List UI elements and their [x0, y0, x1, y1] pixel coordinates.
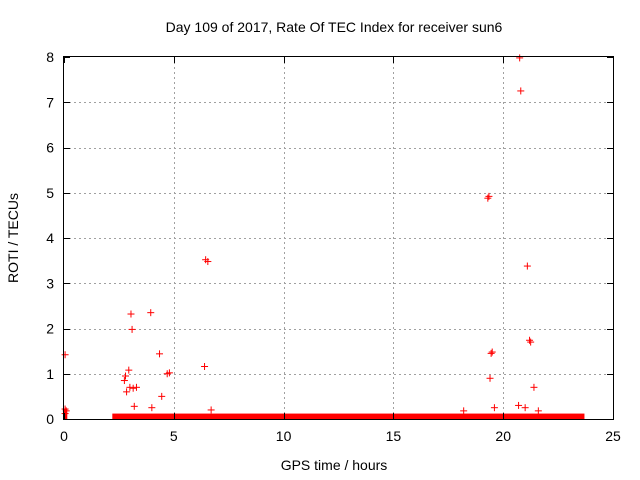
data-point — [526, 336, 534, 344]
data-point — [127, 310, 135, 318]
dense-baseline-band — [112, 413, 585, 419]
data-point — [156, 350, 164, 358]
axis-ticks — [64, 57, 614, 420]
data-point — [126, 383, 134, 391]
x-tick-label: 20 — [495, 428, 511, 444]
data-point — [204, 258, 212, 266]
data-point — [527, 338, 535, 346]
data-point — [120, 377, 128, 385]
dense-baseline-layer — [64, 409, 585, 419]
data-point — [132, 383, 140, 391]
data-point — [530, 383, 538, 391]
data-point — [460, 407, 468, 415]
x-tick-label: 10 — [276, 428, 292, 444]
data-point — [517, 87, 525, 95]
y-tick-label: 3 — [46, 275, 54, 291]
data-point — [207, 406, 215, 414]
data-point — [165, 369, 173, 377]
y-axis-title: ROTI / TECUs — [5, 193, 21, 283]
plot-frame — [63, 56, 614, 420]
data-point — [490, 404, 498, 412]
y-tick-label: 1 — [46, 366, 54, 382]
data-point — [201, 363, 209, 371]
x-tick-label: 25 — [605, 428, 621, 444]
y-tick-label: 0 — [46, 411, 54, 427]
x-tick-label: 15 — [386, 428, 402, 444]
x-axis-title: GPS time / hours — [281, 457, 388, 473]
data-point — [486, 374, 494, 382]
data-point — [485, 192, 493, 200]
data-point — [148, 404, 156, 412]
data-point — [125, 366, 133, 374]
data-point — [158, 392, 166, 400]
data-point — [61, 351, 69, 359]
data-point — [515, 401, 523, 409]
data-point — [128, 325, 136, 333]
data-point — [129, 384, 137, 392]
data-point — [123, 388, 131, 396]
data-point — [147, 309, 155, 317]
data-point — [523, 262, 531, 270]
grid — [64, 57, 613, 419]
data-point — [130, 402, 138, 410]
y-tick-label: 4 — [46, 230, 54, 246]
y-tick-label: 8 — [46, 49, 54, 65]
x-tick-label: 0 — [60, 428, 68, 444]
data-point — [516, 54, 524, 62]
chart-title: Day 109 of 2017, Rate Of TEC Index for r… — [166, 19, 503, 35]
y-tick-label: 6 — [46, 140, 54, 156]
data-points — [61, 54, 542, 418]
data-point — [121, 372, 129, 380]
x-tick-label: 5 — [170, 428, 178, 444]
y-tick-label: 5 — [46, 185, 54, 201]
x-axis-tick-labels: 0 5 10 15 20 25 — [60, 428, 621, 444]
data-point — [61, 410, 69, 418]
data-point — [534, 407, 542, 415]
data-point — [521, 404, 529, 412]
data-point — [488, 348, 496, 356]
y-tick-label: 7 — [46, 94, 54, 110]
y-tick-label: 2 — [46, 321, 54, 337]
y-axis-tick-labels: 0 1 2 3 4 5 6 7 8 — [46, 49, 54, 427]
data-point — [484, 194, 492, 202]
data-point — [487, 349, 495, 357]
